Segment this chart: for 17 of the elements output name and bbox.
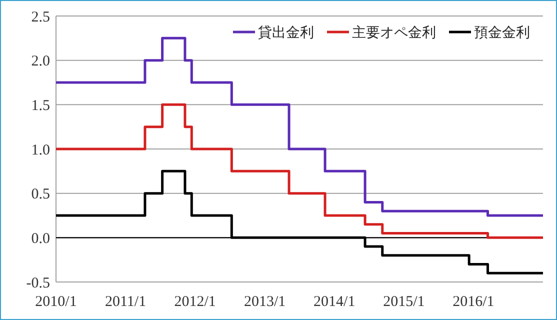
y-tick-label: 2.5: [31, 9, 50, 26]
x-tick-label: 2010/1: [35, 294, 77, 310]
x-tick-label: 2011/1: [104, 294, 146, 310]
y-tick-label: 2.0: [31, 54, 50, 70]
legend-label: 預金金利: [474, 24, 530, 41]
x-tick-label: 2013/1: [244, 294, 286, 310]
x-tick-label: 2015/1: [383, 294, 425, 310]
y-tick-label: 0.0: [31, 230, 50, 247]
y-tick-label: -0.5: [26, 275, 50, 292]
legend-label: 貸出金利: [258, 24, 314, 41]
legend-label: 主要オペ金利: [352, 24, 436, 41]
x-tick-label: 2014/1: [314, 294, 356, 310]
y-tick-label: 1.5: [31, 98, 50, 114]
x-tick-label: 2016/1: [452, 294, 494, 310]
x-tick-label: 2012/1: [174, 294, 216, 310]
y-tick-label: 1.0: [31, 142, 50, 158]
y-tick-label: 0.5: [31, 186, 50, 203]
